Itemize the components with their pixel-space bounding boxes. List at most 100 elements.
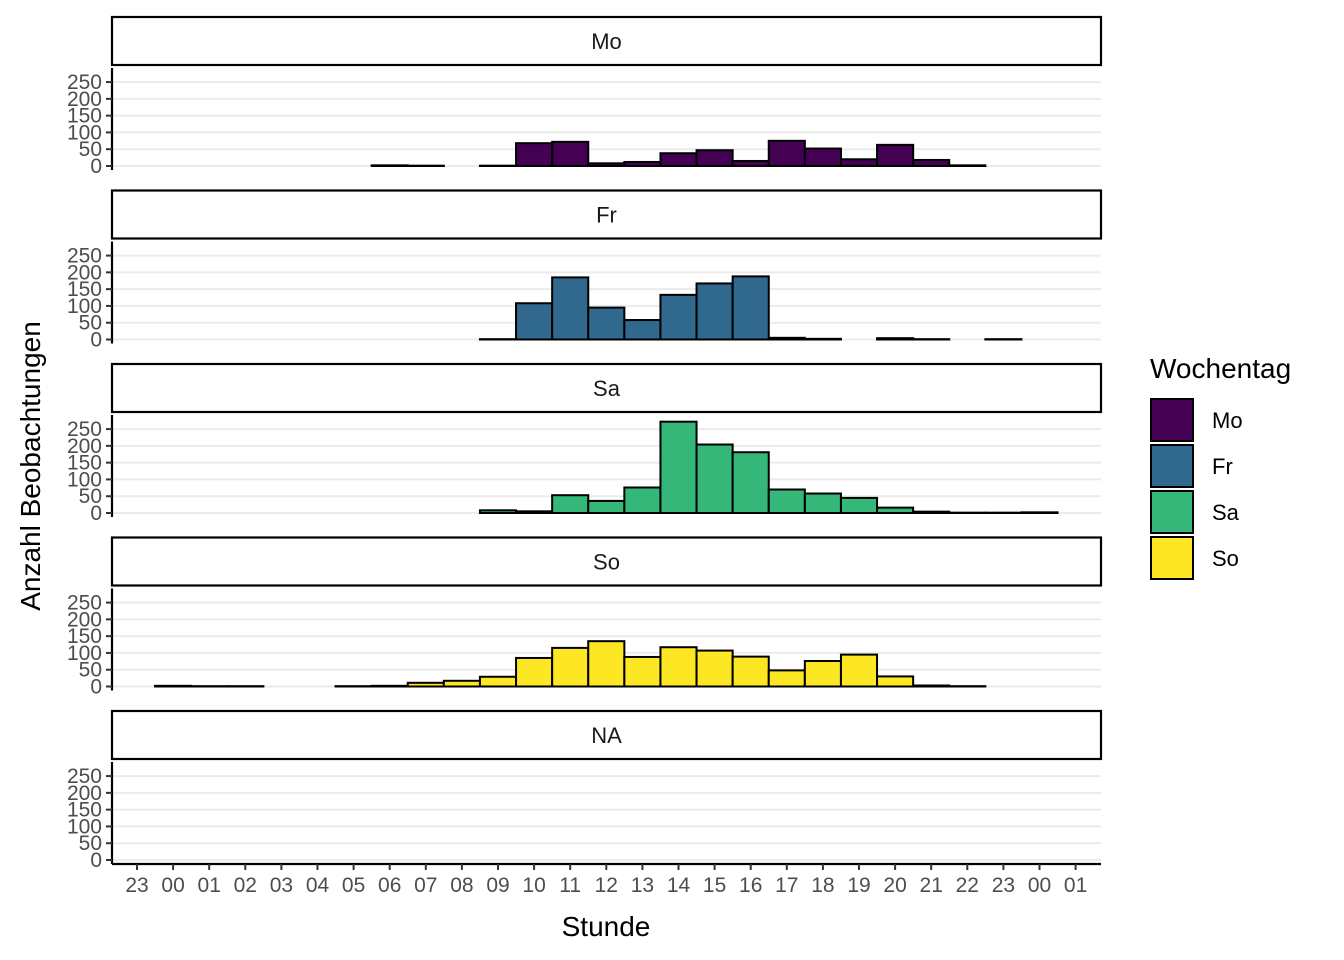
x-tick-label: 09 xyxy=(486,874,509,897)
x-tick-label: 07 xyxy=(414,874,437,897)
y-tick-label: 0 xyxy=(90,849,102,872)
bar xyxy=(515,142,554,168)
bar xyxy=(623,319,662,341)
y-tick-label: 200 xyxy=(67,435,102,458)
bar xyxy=(154,684,193,688)
legend-label-so: So xyxy=(1212,546,1239,571)
bar xyxy=(839,653,879,688)
x-tick-label: 00 xyxy=(1028,874,1051,897)
bar xyxy=(731,655,770,688)
y-tick-label: 100 xyxy=(67,642,102,665)
bar xyxy=(731,159,770,167)
bar xyxy=(478,509,518,515)
bar xyxy=(803,659,842,688)
bar xyxy=(551,494,590,515)
bar xyxy=(551,140,590,167)
x-tick-label: 19 xyxy=(847,874,870,897)
y-tick-label: 150 xyxy=(67,625,102,648)
bar xyxy=(659,646,698,688)
y-tick-label: 250 xyxy=(67,245,102,268)
bar xyxy=(695,649,734,688)
bar xyxy=(695,443,734,514)
y-tick-label: 250 xyxy=(67,71,102,94)
y-tick-label: 200 xyxy=(67,261,102,284)
bar xyxy=(876,143,915,168)
y-tick-label: 250 xyxy=(67,592,102,615)
bar xyxy=(695,282,734,341)
facet-strip xyxy=(110,362,1103,414)
bar xyxy=(406,681,445,688)
bar xyxy=(442,679,481,688)
legend-swatch-fr xyxy=(1150,444,1194,488)
y-tick-label: 250 xyxy=(67,418,102,441)
legend: Wochentag Mo Fr Sa So xyxy=(1150,353,1291,580)
bar xyxy=(659,293,698,341)
bar xyxy=(515,656,554,688)
y-tick-label: 150 xyxy=(67,799,102,822)
legend-label-fr: Fr xyxy=(1212,454,1233,479)
bar xyxy=(839,496,879,514)
y-tick-label: 150 xyxy=(67,278,102,301)
bar xyxy=(515,510,554,515)
y-tick-label: 100 xyxy=(67,468,102,491)
x-tick-label: 00 xyxy=(161,874,184,897)
facet-strip xyxy=(110,536,1103,587)
bar xyxy=(587,640,626,688)
x-tick-label: 08 xyxy=(450,874,473,897)
bar xyxy=(912,158,951,167)
x-axis-title: Stunde xyxy=(562,911,651,942)
x-tick-label: 02 xyxy=(234,874,257,897)
y-tick-label: 50 xyxy=(79,312,102,335)
bar xyxy=(767,669,806,688)
x-tick-label: 05 xyxy=(342,874,365,897)
bar xyxy=(551,646,590,688)
y-tick-label: 100 xyxy=(67,121,102,144)
x-tick-label: 13 xyxy=(631,874,654,897)
legend-swatch-sa xyxy=(1150,490,1194,534)
facet-strip xyxy=(110,709,1103,761)
bar xyxy=(623,160,662,168)
bar xyxy=(731,275,770,341)
bar xyxy=(478,675,518,688)
y-tick-label: 50 xyxy=(79,659,102,682)
x-tick-label: 21 xyxy=(920,874,943,897)
bar xyxy=(803,147,842,168)
y-tick-label: 50 xyxy=(79,832,102,855)
facet-strip-label: Fr xyxy=(596,203,617,228)
y-tick-label: 50 xyxy=(79,138,102,161)
bar xyxy=(1020,511,1059,514)
bar xyxy=(659,152,698,168)
bar xyxy=(767,139,806,167)
facet-strip-label: Mo xyxy=(591,29,622,54)
bar xyxy=(551,276,590,341)
x-tick-label: 06 xyxy=(378,874,401,897)
facet-strip xyxy=(110,189,1103,240)
x-tick-label: 17 xyxy=(775,874,798,897)
y-tick-label: 200 xyxy=(67,88,102,111)
x-tick-label: 12 xyxy=(595,874,618,897)
y-tick-label: 100 xyxy=(67,295,102,318)
x-tick-label: 03 xyxy=(270,874,293,897)
x-tick-label: 15 xyxy=(703,874,726,897)
legend-label-sa: Sa xyxy=(1212,500,1240,525)
bar xyxy=(767,488,806,514)
x-tick-label: 20 xyxy=(883,874,906,897)
bar xyxy=(659,420,698,514)
bar xyxy=(370,684,409,688)
y-tick-label: 50 xyxy=(79,485,102,508)
y-tick-label: 100 xyxy=(67,815,102,838)
x-tick-label: 04 xyxy=(306,874,330,897)
bar xyxy=(912,684,951,688)
bar xyxy=(623,486,662,515)
y-axis-title: Anzahl Beobachtungen xyxy=(15,321,46,611)
x-tick-label: 23 xyxy=(125,874,148,897)
y-tick-label: 150 xyxy=(67,452,102,475)
bar xyxy=(912,510,951,514)
legend-swatch-mo xyxy=(1150,398,1194,442)
